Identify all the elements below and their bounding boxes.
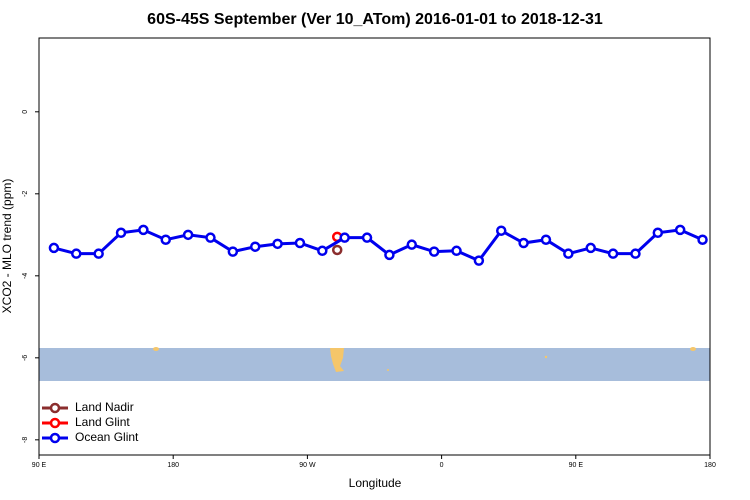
point (674, 224, 686, 236)
point (71, 248, 82, 259)
point (451, 245, 462, 257)
x-axis-label: Longitude (349, 476, 402, 490)
point (495, 225, 507, 236)
point (272, 238, 283, 250)
legend-marker (49, 432, 61, 444)
y-tick-label: 0 (22, 110, 29, 114)
x-tick-label: 90 E (32, 462, 47, 469)
point (652, 227, 664, 239)
plot-frame (38, 37, 711, 456)
point (160, 234, 171, 245)
x-tick-label: 90 E (569, 462, 584, 469)
point (473, 255, 485, 266)
point (294, 237, 306, 249)
point (115, 227, 127, 239)
point (339, 232, 350, 243)
map-strip (39, 347, 710, 381)
point (585, 242, 596, 254)
point (138, 224, 149, 236)
point (249, 241, 261, 252)
legend-marker (49, 417, 61, 429)
legend-label: Land Glint (75, 415, 130, 429)
point (563, 248, 574, 259)
line (53, 228, 704, 263)
x-tick-label: 180 (704, 462, 716, 469)
x-tick-label: 90 W (299, 462, 316, 469)
x-tick-label: 0 (440, 462, 444, 469)
point (406, 239, 418, 250)
point (317, 245, 328, 257)
point (540, 234, 552, 245)
legend-label: Land Nadir (75, 400, 134, 414)
point (518, 237, 529, 249)
point (428, 246, 440, 257)
y-tick-label: -4 (22, 273, 29, 279)
point (182, 229, 194, 241)
legend-marker (49, 402, 61, 414)
point (331, 244, 343, 256)
point (607, 248, 619, 259)
y-tick-label: -6 (22, 355, 29, 361)
y-tick-label: -2 (22, 191, 29, 197)
y-tick-label: -8 (22, 437, 29, 443)
point (384, 249, 395, 261)
x-tick-label: 180 (167, 462, 179, 469)
y-axis-label: XCO2 - MLO trend (ppm) (0, 179, 14, 314)
point (205, 232, 216, 243)
point (48, 242, 60, 254)
point (630, 248, 641, 259)
point (361, 232, 373, 243)
point (697, 234, 708, 245)
point (227, 246, 239, 257)
legend-label: Ocean Glint (75, 430, 139, 444)
point (93, 248, 104, 259)
chart-title: 60S-45S September (Ver 10_ATom) 2016-01-… (147, 11, 603, 28)
